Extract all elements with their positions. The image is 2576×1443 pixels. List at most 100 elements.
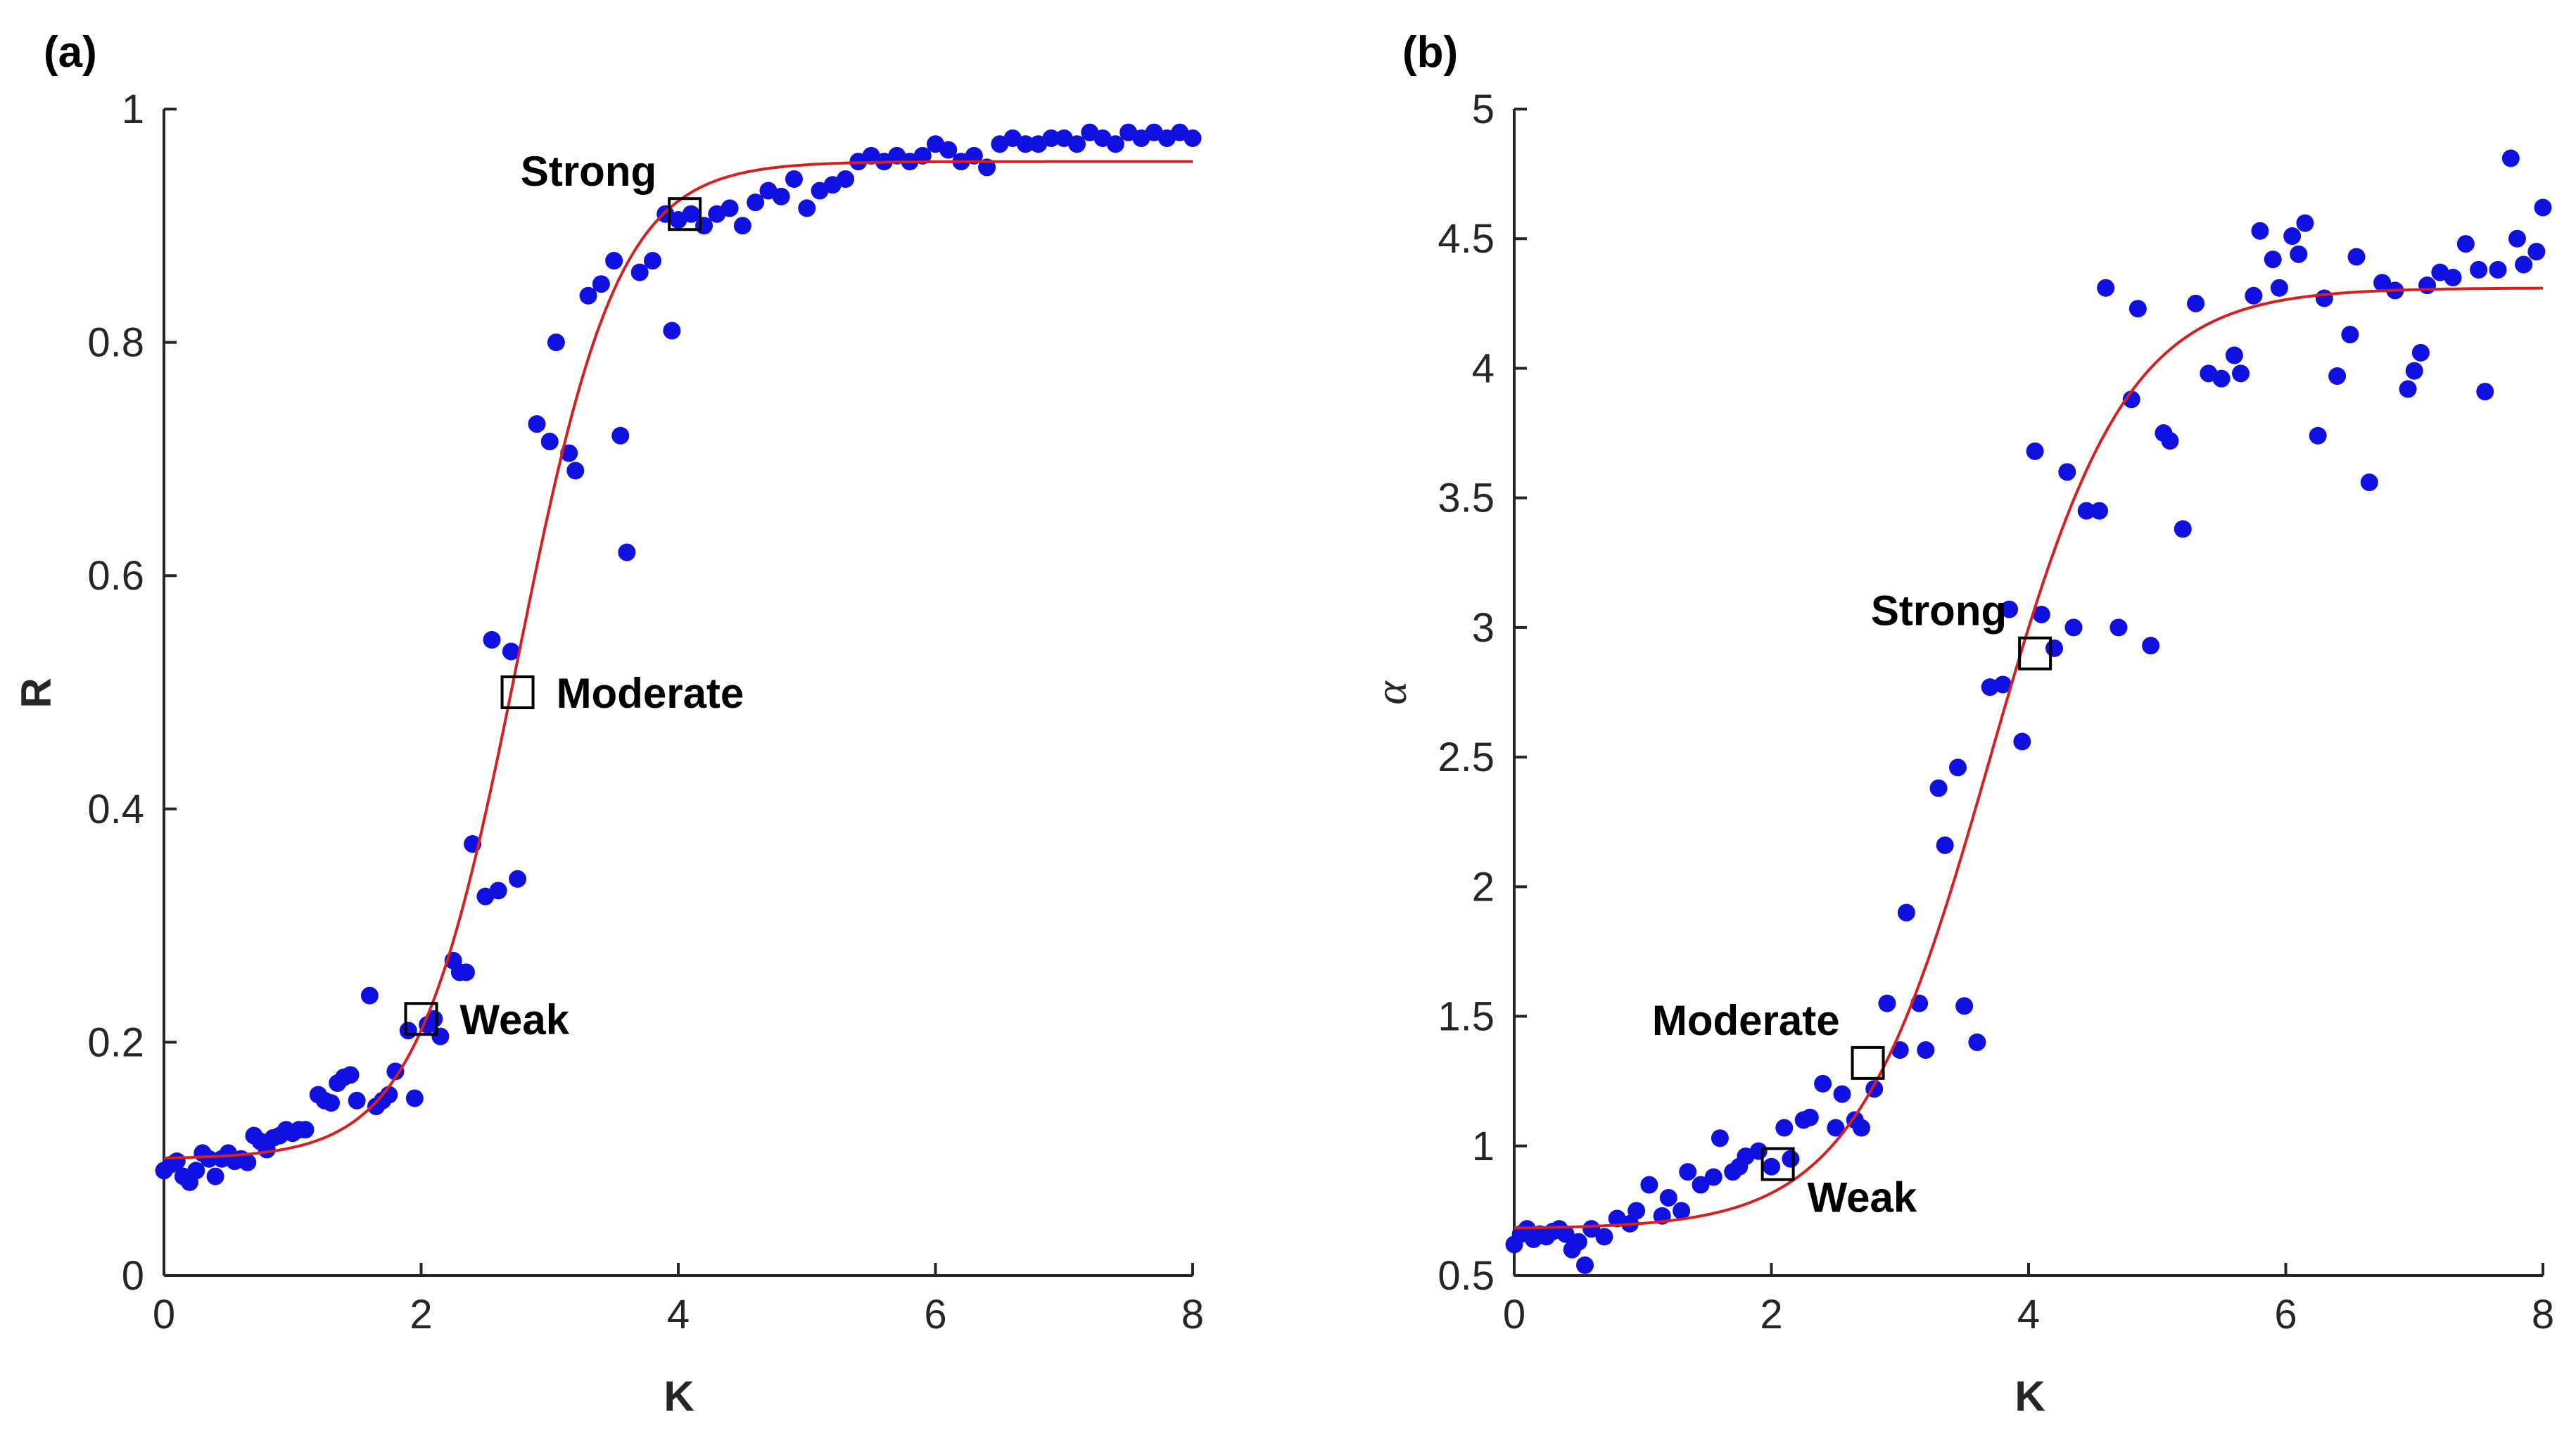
panel-b-data-point xyxy=(2341,326,2359,344)
panel-a-data-point xyxy=(489,882,507,900)
panel-b-data-point xyxy=(2245,286,2263,305)
panel-b-data-point xyxy=(1948,758,1967,777)
panel-a-data-point xyxy=(772,187,790,205)
panel-a-label: (a) xyxy=(44,28,97,77)
panel-b-data-point xyxy=(2309,426,2327,445)
panel-a-data-point xyxy=(965,146,983,165)
panel-a-data-point xyxy=(483,630,501,649)
panel-b-data-point xyxy=(2470,260,2488,279)
panel-b-data-point xyxy=(2109,618,2128,637)
panel-a-data-point xyxy=(663,322,681,340)
panel-b-data-point xyxy=(2360,473,2378,492)
panel-b-data-point xyxy=(2328,367,2347,385)
panel-b-data-point xyxy=(1628,1202,1646,1220)
panel-b-data-point xyxy=(2077,502,2095,520)
panel-a-x-tick-label: 0 xyxy=(153,1292,175,1337)
panel-b-ylabel: α xyxy=(1366,680,1416,705)
panel-a-data-point xyxy=(502,642,520,661)
panel-b-data-point xyxy=(2187,294,2205,312)
panel-b-y-tick-label: 5 xyxy=(1472,87,1495,132)
panel-b-data-point xyxy=(2444,268,2462,286)
panel-b-data-point xyxy=(2347,248,2366,266)
panel-b-data-point xyxy=(2064,618,2083,637)
panel-a-data-point xyxy=(611,426,630,445)
panel-a-y-tick-label: 0.6 xyxy=(87,553,144,599)
panel-b-data-point xyxy=(1993,675,2012,694)
panel-b-data-point xyxy=(1827,1119,1845,1137)
panel-a-data-point xyxy=(386,1062,405,1081)
panel-b-data-point xyxy=(2296,214,2314,232)
panel-a-x-tick-label: 6 xyxy=(924,1292,946,1337)
panel-b-data-point xyxy=(1775,1119,1794,1137)
panel-b-data-point xyxy=(1763,1157,1780,1176)
panel-b-data-point xyxy=(2501,149,2520,167)
panel-a-data-point xyxy=(721,199,739,217)
panel-a-data-point xyxy=(643,252,661,270)
panel-b-data-point xyxy=(2097,279,2115,297)
panel-b-data-point xyxy=(2251,222,2269,240)
panel-a-data-point xyxy=(798,199,816,217)
panel-a-weak-label: Weak xyxy=(460,996,570,1043)
panel-b-fit-curve xyxy=(1514,286,2543,1230)
panel-a-xlabel: K xyxy=(664,1373,694,1420)
panel-b-data-point xyxy=(2212,369,2231,388)
panel-b-data-point xyxy=(2373,274,2392,292)
panel-b-y-tick-label: 3 xyxy=(1472,605,1495,651)
panel-a-y-tick-label: 0.8 xyxy=(87,320,144,366)
panel-a-data-point xyxy=(341,1066,360,1084)
panel-b-data-point xyxy=(2128,300,2147,318)
panel-b-data-point xyxy=(2142,637,2160,655)
panel-a-x-tick-label: 8 xyxy=(1181,1292,1204,1337)
panel-a-data-point xyxy=(1068,135,1086,153)
panel-b-data-point xyxy=(2411,343,2430,362)
panel-b-moderate-marker xyxy=(1851,1045,1885,1080)
panel-b-data-point xyxy=(1556,1225,1575,1243)
panel-b-data-point xyxy=(2013,732,2031,751)
panel-a-moderate-label: Moderate xyxy=(557,670,744,717)
panel-b-data-point xyxy=(1891,1041,1909,1059)
panel-b-data-point xyxy=(2515,255,2533,274)
panel-b-data-point xyxy=(1673,1202,1691,1220)
panel-a-data-point xyxy=(913,146,932,165)
panel-b-x-tick-label: 8 xyxy=(2532,1292,2554,1337)
panel-a-x-tick-label: 2 xyxy=(410,1292,432,1337)
panel-a-data-point xyxy=(579,286,597,305)
panel-a-data-point xyxy=(348,1091,366,1110)
panel-b-data-point xyxy=(2225,346,2243,364)
panel-a-data-point xyxy=(206,1167,224,1185)
panel-a-strong-label: Strong xyxy=(521,148,656,195)
panel-b-data-point xyxy=(1749,1142,1768,1160)
panel-b-y-tick-label: 4 xyxy=(1472,345,1495,391)
panel-b-data-point xyxy=(1955,997,1974,1015)
panel-b-x-tick-label: 4 xyxy=(2017,1292,2040,1337)
panel-a-data-point xyxy=(540,433,559,451)
panel-b-data-point xyxy=(1897,903,1915,922)
panel-a-data-point xyxy=(296,1121,315,1139)
panel-b-x-tick-label: 0 xyxy=(1503,1292,1525,1337)
panel-b-data-point xyxy=(2283,227,2302,246)
panel-a-data-point xyxy=(1042,129,1060,147)
panel-b-weak-marker xyxy=(1760,1147,1795,1181)
panel-a-data-point xyxy=(837,170,855,188)
panel-a-data-point xyxy=(399,1022,417,1040)
panel-b-strong-marker xyxy=(2018,636,2052,670)
panel-b-label: (b) xyxy=(1402,28,1458,77)
panel-a-data-point xyxy=(528,415,546,433)
panel-b-data-point xyxy=(1659,1188,1677,1207)
panel-a-data-point xyxy=(322,1094,341,1112)
panel-b-data-point xyxy=(1582,1220,1601,1238)
panel-a-data-point xyxy=(785,170,803,188)
panel-b-data-point xyxy=(2045,639,2064,657)
panel-b: (b) K α 0 2 4 6 8 0.5 1 1.5 2 2.5 3 3.5 4 4.5 5 Weak Mod… xyxy=(1366,28,2554,1420)
panel-b-xlabel: K xyxy=(2015,1373,2045,1420)
panel-b-data-point xyxy=(2489,260,2507,279)
panel-b-data-point xyxy=(1576,1256,1594,1274)
panel-b-data-point xyxy=(1704,1168,1722,1186)
panel-a-data-point xyxy=(187,1162,205,1180)
panel-b-y-tick-label: 1.5 xyxy=(1438,994,1495,1040)
panel-b-data-point xyxy=(1692,1176,1710,1194)
panel-a-data-point xyxy=(425,1010,443,1028)
panel-a-data-point xyxy=(360,986,379,1005)
panel-b-x-tick-label: 6 xyxy=(2274,1292,2297,1337)
panel-b-data-point xyxy=(2161,432,2179,450)
